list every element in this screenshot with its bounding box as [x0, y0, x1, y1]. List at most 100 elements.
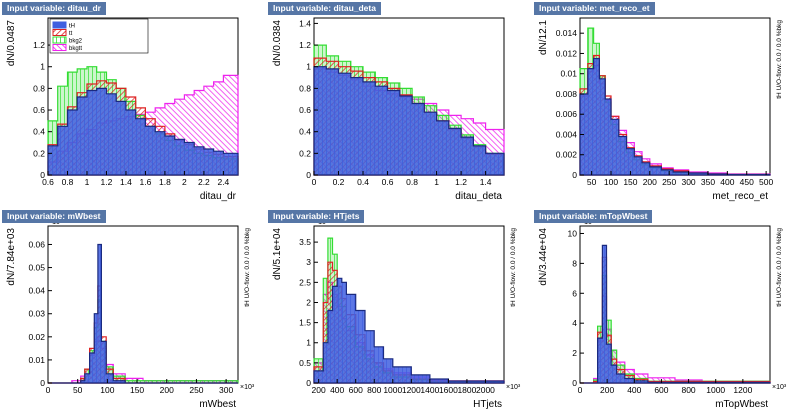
legend-label-ttH: tt: [69, 31, 73, 37]
y-axis-label: dN/12.1: [538, 20, 549, 55]
hist-sig: [48, 243, 238, 384]
x-tick-label: 300: [219, 385, 233, 395]
y-axis-label: dN/0.0384: [272, 20, 283, 67]
x-tick-label: 400: [627, 385, 641, 395]
x-tick-label: 0: [312, 177, 317, 187]
chart-panel-met-reco-et: Input variable: met_reco_et 50 100 150 200 2…: [532, 0, 798, 207]
legend-label-bkg2: bkg2: [69, 39, 83, 45]
y-tick-label: 1: [306, 62, 311, 72]
x-axis-exponent: ×10³: [506, 384, 521, 391]
y-tick-label: 0.02: [28, 332, 45, 342]
x-tick-label: 200: [160, 385, 174, 395]
y-tick-label: 2.5: [299, 277, 311, 287]
y-tick-label: 0.4: [33, 127, 45, 137]
x-tick-label: 1800: [457, 385, 476, 395]
x-tick-label: 1000: [383, 385, 402, 395]
x-tick-label: 100: [100, 385, 114, 395]
x-tick-label: 400: [330, 385, 344, 395]
y-tick-label: 0.006: [556, 109, 578, 119]
x-axis-label: HTjets: [473, 399, 502, 410]
x-tick-label: 600: [349, 385, 363, 395]
y-tick-label: 0.008: [556, 89, 578, 99]
overflow-note: tH U/O-flow: 0.0 / 0.0 %bkg: [776, 228, 783, 307]
x-tick-label: 250: [662, 177, 676, 187]
legend-swatch-bkgtt: [52, 44, 67, 51]
x-tick-label: 400: [720, 177, 734, 187]
x-tick-label: 350: [701, 177, 715, 187]
x-tick-label: 500: [759, 177, 773, 187]
y-tick-label: 0.4: [299, 127, 311, 137]
y-tick-label: 3: [306, 257, 311, 267]
chart-svg: 0 200 400 600 800 1000 1200 0 2 4 6 8 10 mTopWbest dN/…: [538, 219, 787, 410]
overflow-note: tH U/O-flow: 0.0 / 0.0 %bkg: [244, 228, 251, 307]
x-tick-label: 1: [85, 177, 90, 187]
y-tick-label: 0.6: [33, 105, 45, 115]
chart-panel-ditau-dr: Input variable: ditau_dr 0.6 0.8 1 1.2 1.4 1.…: [0, 0, 266, 207]
y-tick-label: 0.2: [299, 148, 311, 158]
y-tick-label: 0: [572, 378, 577, 388]
x-tick-label: 1.4: [480, 177, 492, 187]
x-tick-label: 2000: [476, 385, 495, 395]
y-tick-label: 1.2: [299, 40, 311, 50]
y-tick-label: 1.5: [299, 318, 311, 328]
y-tick-label: 1.4: [299, 18, 311, 28]
y-tick-label: 3.5: [299, 237, 311, 247]
x-tick-label: 600: [654, 385, 668, 395]
x-tick-label: 0: [46, 385, 51, 395]
x-tick-label: 1000: [706, 385, 725, 395]
y-axis-label: dN/5.1e+04: [272, 228, 283, 280]
x-tick-label: 250: [189, 385, 203, 395]
x-tick-label: 0.6: [382, 177, 394, 187]
x-tick-label: 200: [643, 177, 657, 187]
x-tick-label: 1600: [439, 385, 458, 395]
hist-sig: [47, 87, 239, 176]
y-tick-label: 0.01: [28, 355, 45, 365]
y-tick-label: 0.05: [28, 263, 45, 273]
x-tick-label: 100: [604, 177, 618, 187]
hist-sig: [313, 277, 505, 384]
x-tick-label: 2.2: [198, 177, 210, 187]
x-tick-label: 200: [312, 385, 326, 395]
y-tick-label: 0.03: [28, 309, 45, 319]
x-tick-label: 200: [600, 385, 614, 395]
chart-svg: 200 400 600 800 1000 1200 1400 1600 1800 2000 0 0.5…: [272, 219, 521, 410]
y-tick-label: 0.002: [556, 150, 578, 160]
plot-frame: [47, 225, 239, 384]
legend-label-bkgtt: bkgtt: [69, 46, 82, 52]
chart-svg: 0 50 100 150 200 250 300 0 0.01 0.02 0.03 0.04 0.05 0…: [6, 219, 255, 410]
x-tick-label: 0.4: [357, 177, 369, 187]
x-axis-label: met_reco_et: [712, 191, 768, 202]
x-tick-label: 2: [182, 177, 187, 187]
y-tick-label: 0.8: [33, 83, 45, 93]
y-tick-label: 0.06: [28, 239, 45, 249]
y-tick-label: 0.8: [299, 83, 311, 93]
y-tick-label: 10: [568, 228, 578, 238]
y-tick-label: 0.2: [33, 148, 45, 158]
x-tick-label: 150: [130, 385, 144, 395]
x-axis-label: mTopWbest: [715, 399, 768, 410]
y-tick-label: 0.01: [560, 69, 577, 79]
x-tick-label: 0: [578, 385, 583, 395]
x-axis-label: ditau_deta: [455, 191, 502, 202]
hist-sig: [313, 66, 505, 176]
y-tick-label: 6: [572, 288, 577, 298]
y-tick-label: 0.014: [556, 28, 578, 38]
y-tick-label: 0.004: [556, 129, 578, 139]
x-tick-label: 800: [367, 385, 381, 395]
chart-panel-ditau-deta: Input variable: ditau_deta 0 0.2 0.4 0.6 0.8…: [266, 0, 532, 207]
x-axis-label: mWbest: [199, 399, 236, 410]
x-tick-label: 1400: [420, 385, 439, 395]
y-axis-label: dN/0.0487: [6, 20, 17, 67]
chart-svg: 50 100 150 200 250 300 350 400 450 500 0 0.002 0.004…: [538, 17, 783, 202]
y-tick-label: 4: [572, 318, 577, 328]
x-tick-label: 2.4: [217, 177, 229, 187]
x-tick-label: 1200: [733, 385, 752, 395]
y-tick-label: 0: [572, 170, 577, 180]
y-tick-label: 8: [572, 258, 577, 268]
x-tick-label: 50: [73, 385, 83, 395]
overflow-note: tH U/O-flow: 0.0 / 0.0 %bkg: [776, 20, 783, 99]
panel-title: Input variable: ditau_dr: [2, 2, 106, 15]
x-tick-label: 300: [681, 177, 695, 187]
y-axis-label: dN/7.84e+03: [6, 228, 17, 286]
panel-title: Input variable: HTjets: [268, 210, 365, 223]
